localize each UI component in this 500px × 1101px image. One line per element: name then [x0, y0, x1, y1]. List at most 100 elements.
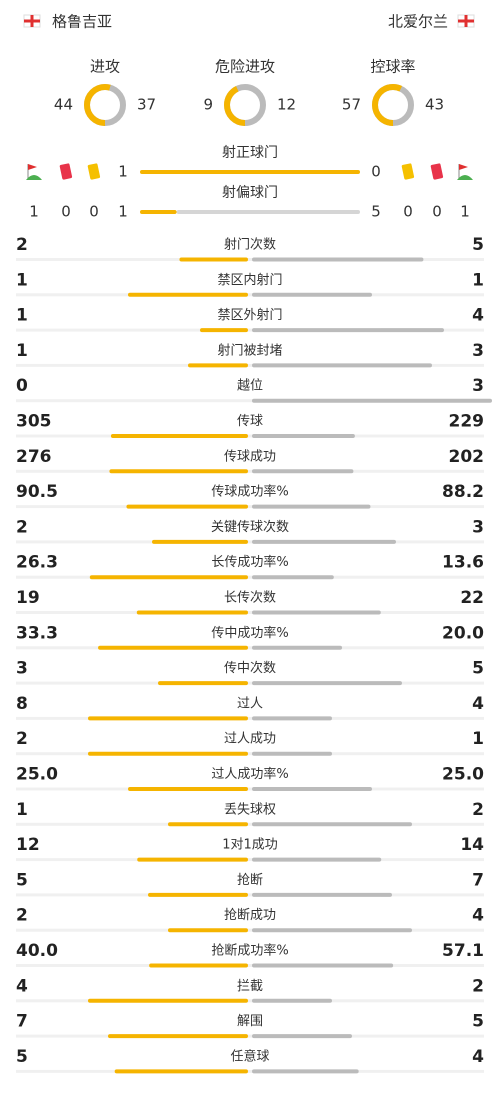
away-value: 25.0 — [442, 765, 484, 785]
away-bar — [252, 504, 371, 509]
ring-home-value: 44 — [54, 96, 73, 114]
away-value: 5 — [472, 1012, 484, 1032]
stat-label: 传中成功率% — [211, 625, 288, 641]
home-bar — [200, 328, 248, 333]
home-bar — [158, 681, 248, 686]
home-bar — [168, 928, 248, 933]
ring-home — [372, 84, 414, 126]
away-bar — [252, 328, 444, 333]
away-value: 5 — [472, 235, 484, 255]
away-yellow: 0 — [403, 203, 413, 221]
home-value: 12 — [16, 835, 40, 855]
away-value: 3 — [472, 341, 484, 361]
stat-label: 传球 — [237, 414, 263, 429]
shot-home: 1 — [118, 163, 128, 181]
ring-away-value: 37 — [137, 96, 156, 114]
ring-home-value: 57 — [342, 96, 361, 114]
stat-label: 过人成功率% — [211, 766, 288, 782]
red-card-icon — [430, 163, 444, 180]
track — [16, 611, 484, 614]
home-bar — [179, 257, 248, 262]
stat-label: 抢断成功率% — [211, 943, 288, 959]
shot-away: 0 — [371, 163, 381, 181]
corner-icon — [26, 175, 42, 180]
away-team: 北爱尔兰 — [388, 13, 448, 31]
stat-label: 射门次数 — [224, 237, 276, 253]
stat-label: 任意球 — [230, 1048, 269, 1064]
stat-label: 过人成功 — [224, 732, 276, 747]
home-value: 1 — [16, 800, 28, 820]
home-bar — [137, 857, 248, 862]
shot-label: 射偏球门 — [222, 185, 278, 201]
away-bar — [252, 998, 332, 1003]
away-bar — [252, 822, 412, 827]
home-value: 2 — [16, 906, 28, 926]
shot-bar-home — [140, 170, 360, 174]
shot-home: 1 — [118, 203, 128, 221]
track — [16, 858, 484, 862]
yellow-card-icon — [87, 163, 101, 180]
away-value: 4 — [472, 306, 484, 326]
away-value: 13.6 — [442, 553, 484, 573]
stat-label: 长传次数 — [224, 590, 276, 606]
track — [16, 399, 484, 403]
away-bar — [252, 1069, 359, 1074]
home-value: 2 — [16, 517, 28, 537]
home-value: 3 — [16, 659, 28, 679]
shot-bar-home — [140, 210, 177, 214]
home-bar — [148, 892, 248, 897]
away-bar — [252, 716, 332, 721]
away-value: 4 — [472, 906, 484, 926]
away-bar — [252, 575, 334, 580]
away-bar — [252, 857, 382, 862]
away-value: 5 — [472, 659, 484, 679]
away-value: 1 — [472, 729, 484, 749]
home-value: 5 — [16, 1047, 28, 1067]
corner-icon — [457, 175, 473, 180]
home-bar — [109, 469, 248, 474]
home-value: 26.3 — [16, 553, 58, 573]
home-bar — [152, 539, 248, 544]
away-bar — [252, 363, 432, 368]
home-value: 90.5 — [16, 482, 58, 502]
shot-bar-away — [176, 210, 360, 214]
home-value: 1 — [16, 270, 28, 290]
stat-label: 丢失球权 — [224, 801, 276, 817]
ring-label: 控球率 — [370, 58, 415, 76]
away-value: 57.1 — [442, 941, 484, 961]
home-value: 276 — [16, 447, 52, 467]
home-value: 25.0 — [16, 765, 58, 785]
ring-label: 进攻 — [90, 58, 120, 76]
track — [16, 469, 484, 473]
home-yellow: 0 — [89, 203, 99, 221]
away-value: 4 — [472, 694, 484, 714]
stat-label: 传球成功 — [224, 449, 276, 464]
shot-label: 射正球门 — [222, 145, 278, 161]
track — [16, 363, 484, 367]
stat-label: 过人 — [237, 696, 263, 711]
home-value: 19 — [16, 588, 40, 608]
away-bar — [252, 892, 392, 897]
home-bar — [136, 610, 248, 615]
home-bar — [128, 787, 248, 791]
track — [16, 258, 484, 261]
track — [16, 999, 484, 1003]
track — [16, 928, 484, 932]
track — [16, 646, 484, 650]
home-corners: 1 — [29, 203, 39, 221]
home-bar — [126, 504, 248, 509]
track — [16, 540, 484, 544]
away-value: 14 — [460, 835, 484, 855]
stat-label: 1对1成功 — [222, 838, 278, 853]
home-bar — [188, 363, 248, 368]
away-corners: 1 — [460, 203, 470, 221]
home-value: 305 — [16, 412, 52, 432]
stat-label: 越位 — [237, 379, 263, 394]
away-value: 7 — [472, 870, 484, 890]
home-value: 8 — [16, 694, 28, 714]
away-value: 22 — [460, 588, 484, 608]
track — [16, 1034, 484, 1038]
stat-label: 传球成功率% — [211, 484, 288, 500]
home-bar — [168, 822, 248, 827]
away-bar — [252, 928, 412, 933]
